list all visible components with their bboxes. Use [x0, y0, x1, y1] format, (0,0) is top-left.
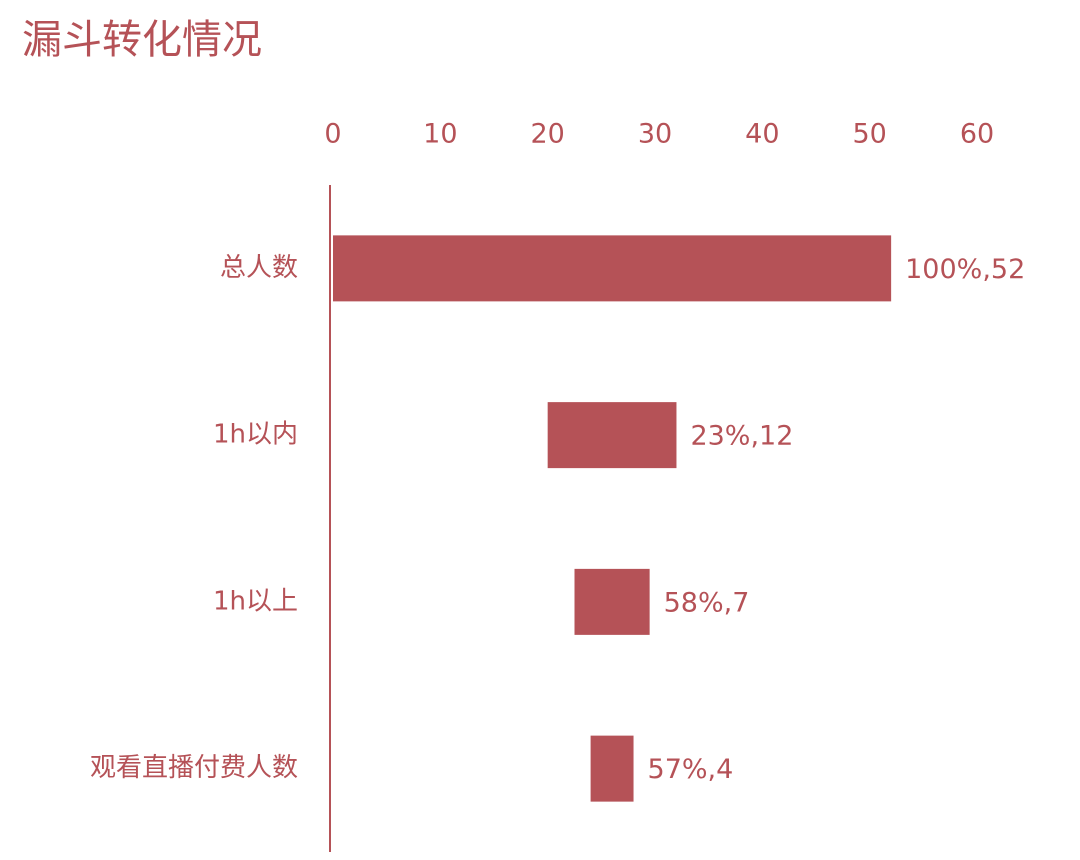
x-tick-label: 60 — [960, 119, 994, 150]
x-tick-label: 20 — [530, 119, 564, 150]
category-label: 总人数 — [220, 253, 298, 283]
x-tick-label: 30 — [638, 119, 672, 150]
x-tick-label: 50 — [852, 119, 886, 150]
x-tick-label: 0 — [324, 119, 341, 150]
x-tick-label: 10 — [423, 119, 457, 150]
value-label: 100%,52 — [905, 254, 1025, 285]
bar — [547, 402, 677, 469]
category-label: 观看直播付费人数 — [90, 753, 298, 783]
bar — [333, 235, 892, 302]
category-label: 1h以内 — [213, 420, 298, 450]
category-label: 1h以上 — [213, 586, 298, 616]
bar — [574, 568, 650, 635]
bar — [590, 735, 634, 802]
value-label: 58%,7 — [664, 587, 750, 618]
chart-title: 漏斗转化情况 — [22, 17, 262, 63]
value-label: 23%,12 — [690, 421, 793, 452]
value-label: 57%,4 — [648, 754, 734, 785]
x-tick-label: 40 — [745, 119, 779, 150]
